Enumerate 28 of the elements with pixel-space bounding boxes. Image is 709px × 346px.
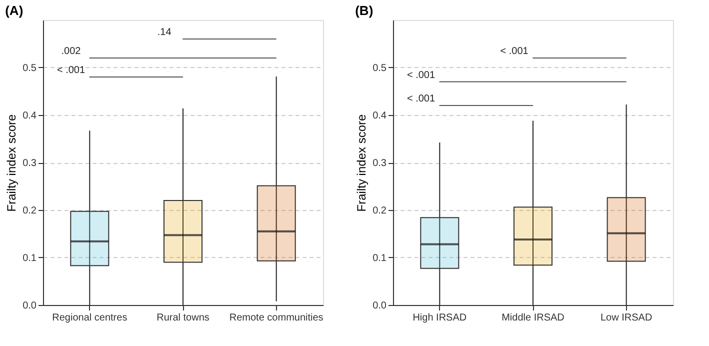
y-tick-label: 0.4 (22, 110, 37, 122)
y-axis-title: Frailty index score (4, 114, 19, 212)
y-tick-label: 0.3 (22, 158, 37, 169)
x-tick-label: Middle IRSAD (502, 312, 564, 324)
x-tick-label: Low IRSAD (600, 312, 652, 324)
y-axis-title: Frailty index score (354, 114, 369, 212)
y-tick-label: 0.5 (372, 63, 387, 74)
y-tick-label: 0.3 (372, 158, 387, 169)
y-tick-label: 0.2 (372, 206, 387, 216)
x-tick-label: Remote communities (229, 312, 324, 324)
y-tick-label: 0.4 (372, 110, 387, 122)
annotation: < .001 (406, 70, 436, 81)
x-tick-label: Rural towns (156, 312, 210, 324)
y-tick-label: 0.0 (372, 300, 387, 312)
annotation: < .001 (56, 65, 86, 76)
annotation: < .001 (406, 94, 436, 104)
chart-title: (A) (5, 3, 24, 18)
x-tick-label: High IRSAD (412, 312, 467, 324)
chart-title: (B) (355, 3, 374, 18)
y-tick-label: 0.1 (372, 253, 387, 264)
y-tick-label: 0.1 (22, 253, 37, 264)
y-tick-label: 0.5 (22, 63, 37, 74)
y-tick-label: 0.0 (22, 300, 37, 312)
annotation: < .001 (500, 46, 529, 57)
annotation: .14 (157, 27, 172, 38)
annotation: .002 (61, 46, 82, 57)
x-tick-label: Regional centres (52, 312, 128, 324)
y-tick-label: 0.2 (22, 206, 37, 216)
